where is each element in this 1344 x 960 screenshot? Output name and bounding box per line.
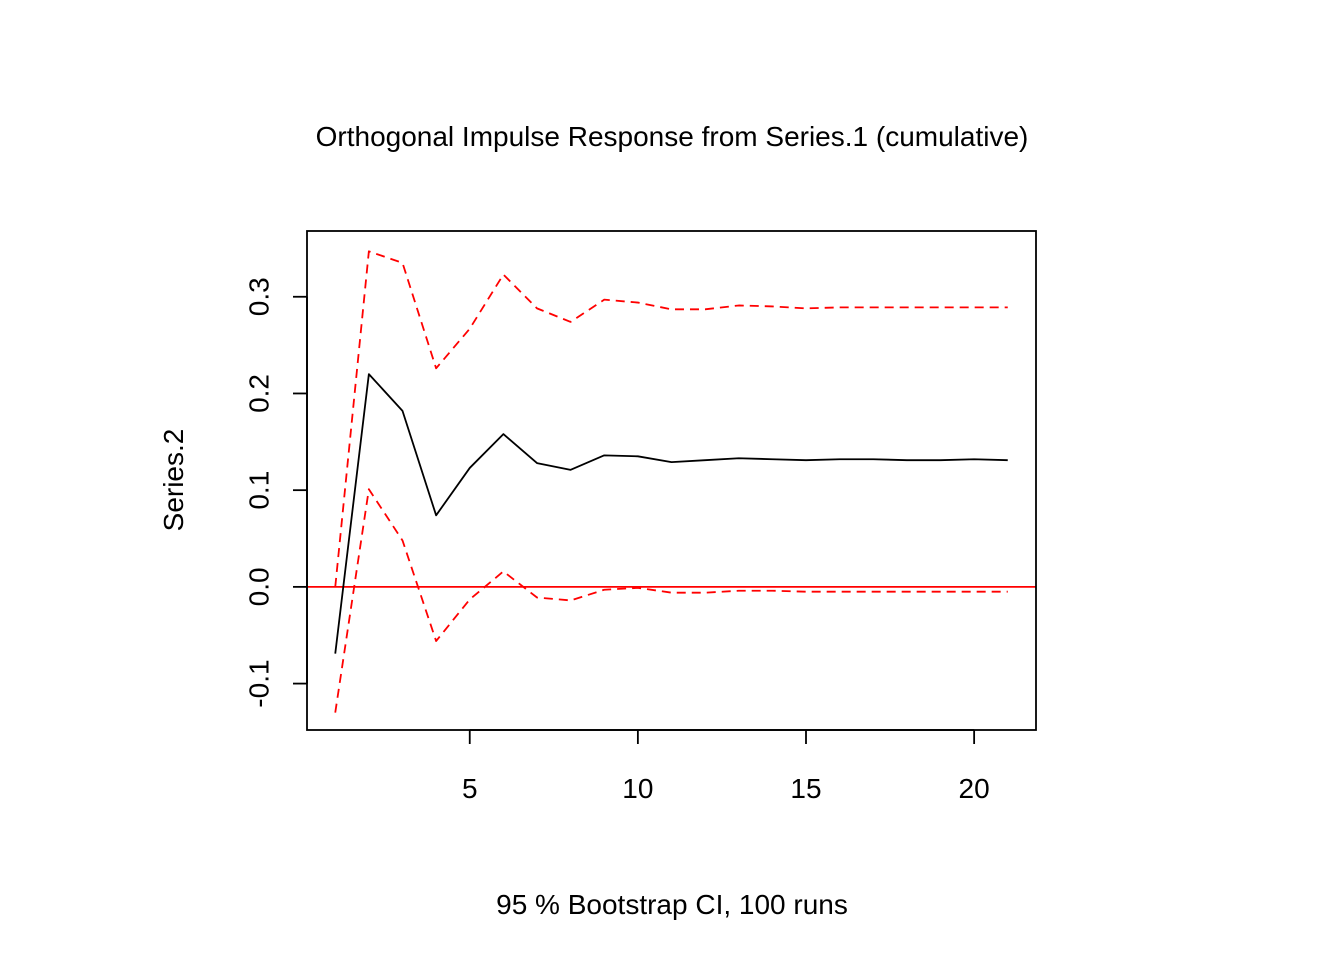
- y-tick-label: 0.2: [243, 374, 274, 413]
- x-tick-label: 20: [959, 773, 990, 804]
- x-tick-label: 10: [622, 773, 653, 804]
- series-line-lower: [334, 488, 1008, 713]
- x-tick-label: 5: [462, 773, 478, 804]
- y-axis-ticks: -0.1 0.0 0.1 0.2 0.3: [243, 277, 307, 708]
- chart-title: Orthogonal Impulse Response from Series.…: [316, 121, 1029, 152]
- y-tick-label: 0.0: [243, 567, 274, 606]
- x-axis-ticks: 5 10 15 20: [462, 730, 990, 804]
- plot-area: [307, 250, 1036, 713]
- y-tick-label: -0.1: [243, 659, 274, 707]
- x-tick-label: 15: [790, 773, 821, 804]
- plot-frame: [306, 230, 1037, 731]
- series-line-series-2: [334, 373, 1008, 654]
- y-axis-label: Series.2: [158, 429, 189, 532]
- y-tick-label: 0.3: [243, 277, 274, 316]
- x-axis-label: 95 % Bootstrap CI, 100 runs: [496, 889, 848, 920]
- y-tick-label: 0.1: [243, 471, 274, 510]
- series-line-upper: [334, 250, 1008, 587]
